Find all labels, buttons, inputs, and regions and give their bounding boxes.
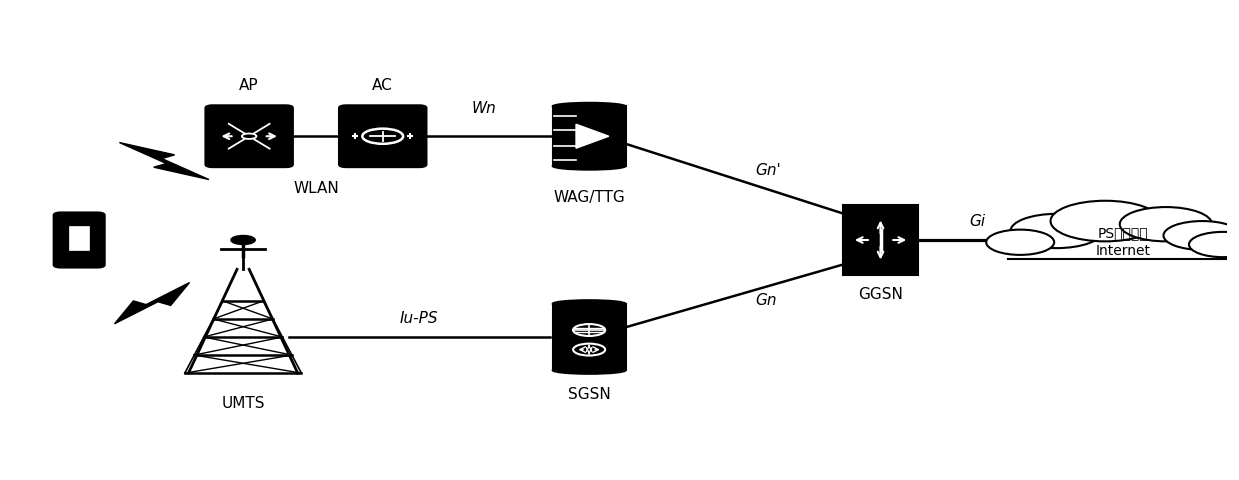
Circle shape	[230, 236, 255, 244]
Text: Internet: Internet	[1097, 244, 1151, 258]
Circle shape	[1189, 232, 1239, 257]
Circle shape	[1120, 207, 1212, 241]
Polygon shape	[114, 283, 190, 324]
Text: AC: AC	[373, 78, 393, 94]
Circle shape	[362, 129, 403, 144]
Ellipse shape	[553, 366, 626, 374]
Text: Iu-PS: Iu-PS	[400, 311, 439, 326]
Polygon shape	[576, 124, 608, 148]
Text: Gn: Gn	[756, 293, 777, 309]
Circle shape	[1011, 214, 1103, 248]
Polygon shape	[119, 143, 209, 180]
FancyBboxPatch shape	[206, 105, 292, 167]
Ellipse shape	[553, 300, 626, 308]
Bar	[69, 226, 89, 251]
Circle shape	[1163, 221, 1239, 250]
Text: Wn: Wn	[471, 101, 496, 116]
Bar	[553, 107, 626, 166]
Text: WAG/TTG: WAG/TTG	[554, 191, 624, 205]
Text: Gn': Gn'	[756, 163, 782, 178]
Circle shape	[1051, 201, 1160, 241]
Circle shape	[242, 133, 256, 139]
FancyBboxPatch shape	[53, 213, 104, 267]
Circle shape	[574, 344, 605, 356]
Ellipse shape	[553, 162, 626, 169]
Bar	[843, 205, 918, 275]
Text: WLAN: WLAN	[294, 180, 338, 196]
Circle shape	[574, 324, 605, 336]
FancyBboxPatch shape	[339, 105, 426, 167]
Bar	[553, 304, 626, 370]
Circle shape	[986, 229, 1054, 255]
Text: Gi: Gi	[970, 214, 986, 229]
Bar	[1009, 236, 1239, 260]
Text: PS业务平台: PS业务平台	[1098, 226, 1149, 240]
Text: UMTS: UMTS	[222, 396, 265, 411]
Text: SGSN: SGSN	[567, 387, 611, 402]
Text: GGSN: GGSN	[859, 288, 903, 302]
Text: AP: AP	[239, 78, 259, 94]
Ellipse shape	[553, 103, 626, 110]
